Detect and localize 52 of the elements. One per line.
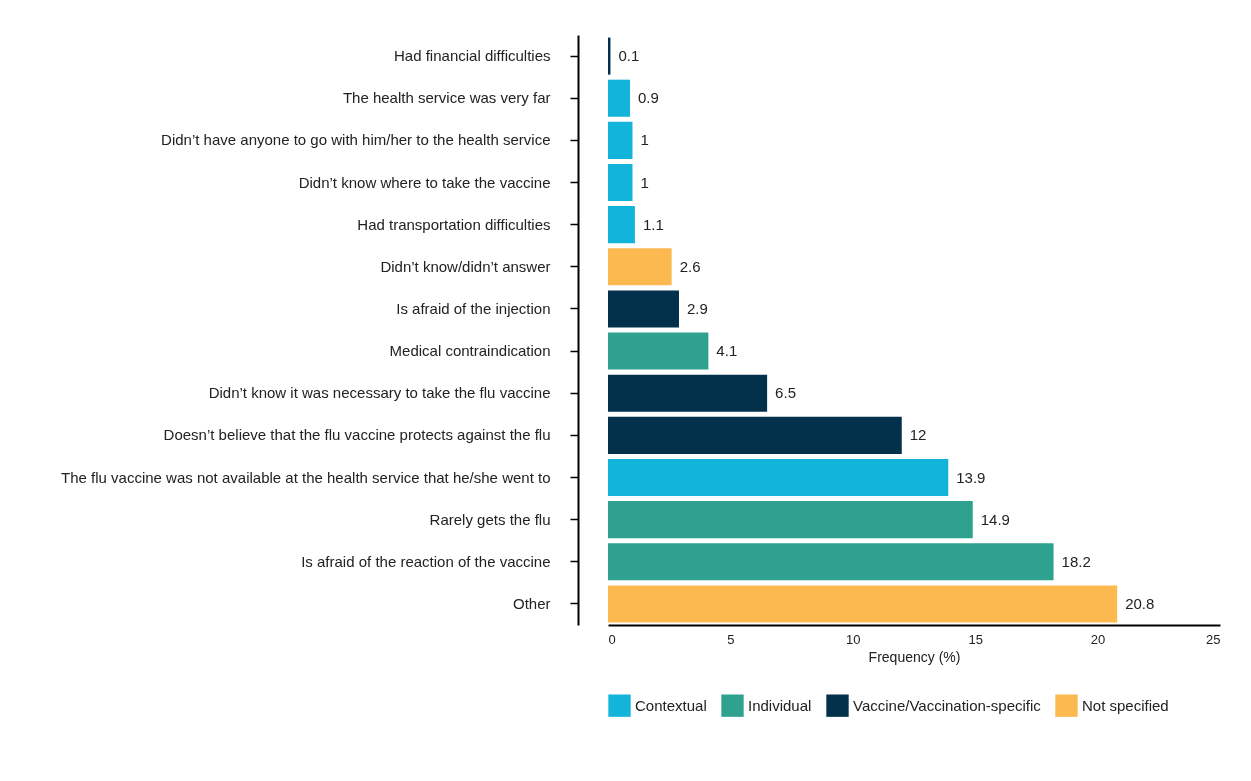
bar xyxy=(608,332,709,370)
bar xyxy=(608,248,672,286)
legend-label: Not specified xyxy=(1082,696,1169,714)
data-label: 4.1 xyxy=(716,342,738,360)
y-tick-label: Rarely gets the flu xyxy=(429,510,551,528)
x-tick-label: 0 xyxy=(608,631,616,647)
y-tick-label: Is afraid of the injection xyxy=(396,299,551,317)
bar xyxy=(608,290,679,328)
bar xyxy=(608,163,633,202)
legend-label: Contextual xyxy=(635,696,707,714)
data-label: 6.5 xyxy=(775,384,796,402)
y-tick-label: Medical contraindication xyxy=(389,342,551,360)
x-axis-title: Frequency (%) xyxy=(868,648,961,665)
y-tick-label: Didn’t have anyone to go with him/her to the health service xyxy=(161,131,551,149)
y-tick-label: The flu vaccine was not available at the health service that he/she went to xyxy=(61,468,551,486)
y-tick-label: Is afraid of the reaction of the vaccine xyxy=(301,552,551,570)
data-label: 14.9 xyxy=(980,510,1010,528)
data-label: 1 xyxy=(640,131,649,149)
legend-label: Vaccine/Vaccination-specific xyxy=(853,696,1042,714)
x-tick-label: 20 xyxy=(1090,631,1106,647)
x-tick-label: 10 xyxy=(846,631,861,647)
bar xyxy=(608,416,902,454)
data-label: 18.2 xyxy=(1061,552,1091,570)
y-tick-label: Other xyxy=(512,594,551,612)
legend-label: Individual xyxy=(748,696,812,714)
bar xyxy=(608,206,635,244)
bar xyxy=(608,121,633,159)
data-label: 1.1 xyxy=(642,215,664,233)
data-label: 2.6 xyxy=(679,257,701,275)
bar xyxy=(608,374,768,412)
data-label: 0.9 xyxy=(638,89,659,107)
y-tick-label: The health service was very far xyxy=(342,89,551,107)
x-tick-label: 25 xyxy=(1206,631,1221,647)
x-tick-label: 15 xyxy=(968,631,983,647)
bar xyxy=(608,543,1054,581)
x-tick-label: 5 xyxy=(727,631,735,647)
y-tick-label: Had transportation difficulties xyxy=(357,215,551,233)
y-tick-label: Had financial difficulties xyxy=(394,47,551,65)
data-label: 1 xyxy=(640,173,649,191)
bar xyxy=(608,585,1118,623)
data-label: 20.8 xyxy=(1125,594,1155,612)
bar xyxy=(608,458,949,497)
data-label: 2.9 xyxy=(686,299,708,317)
y-tick-label: Doesn’t believe that the flu vaccine protects against the flu xyxy=(163,426,551,444)
data-label: 13.9 xyxy=(956,468,986,486)
y-tick-label: Didn’t know where to take the vaccine xyxy=(298,173,551,191)
bar xyxy=(608,79,631,117)
data-label: 0.1 xyxy=(618,47,640,65)
y-tick-label: Didn’t know/didn’t answer xyxy=(380,257,551,275)
y-tick-label: Didn’t know it was necessary to take the flu vaccine xyxy=(208,384,551,402)
data-label: 12 xyxy=(909,426,927,444)
bar xyxy=(608,501,973,539)
